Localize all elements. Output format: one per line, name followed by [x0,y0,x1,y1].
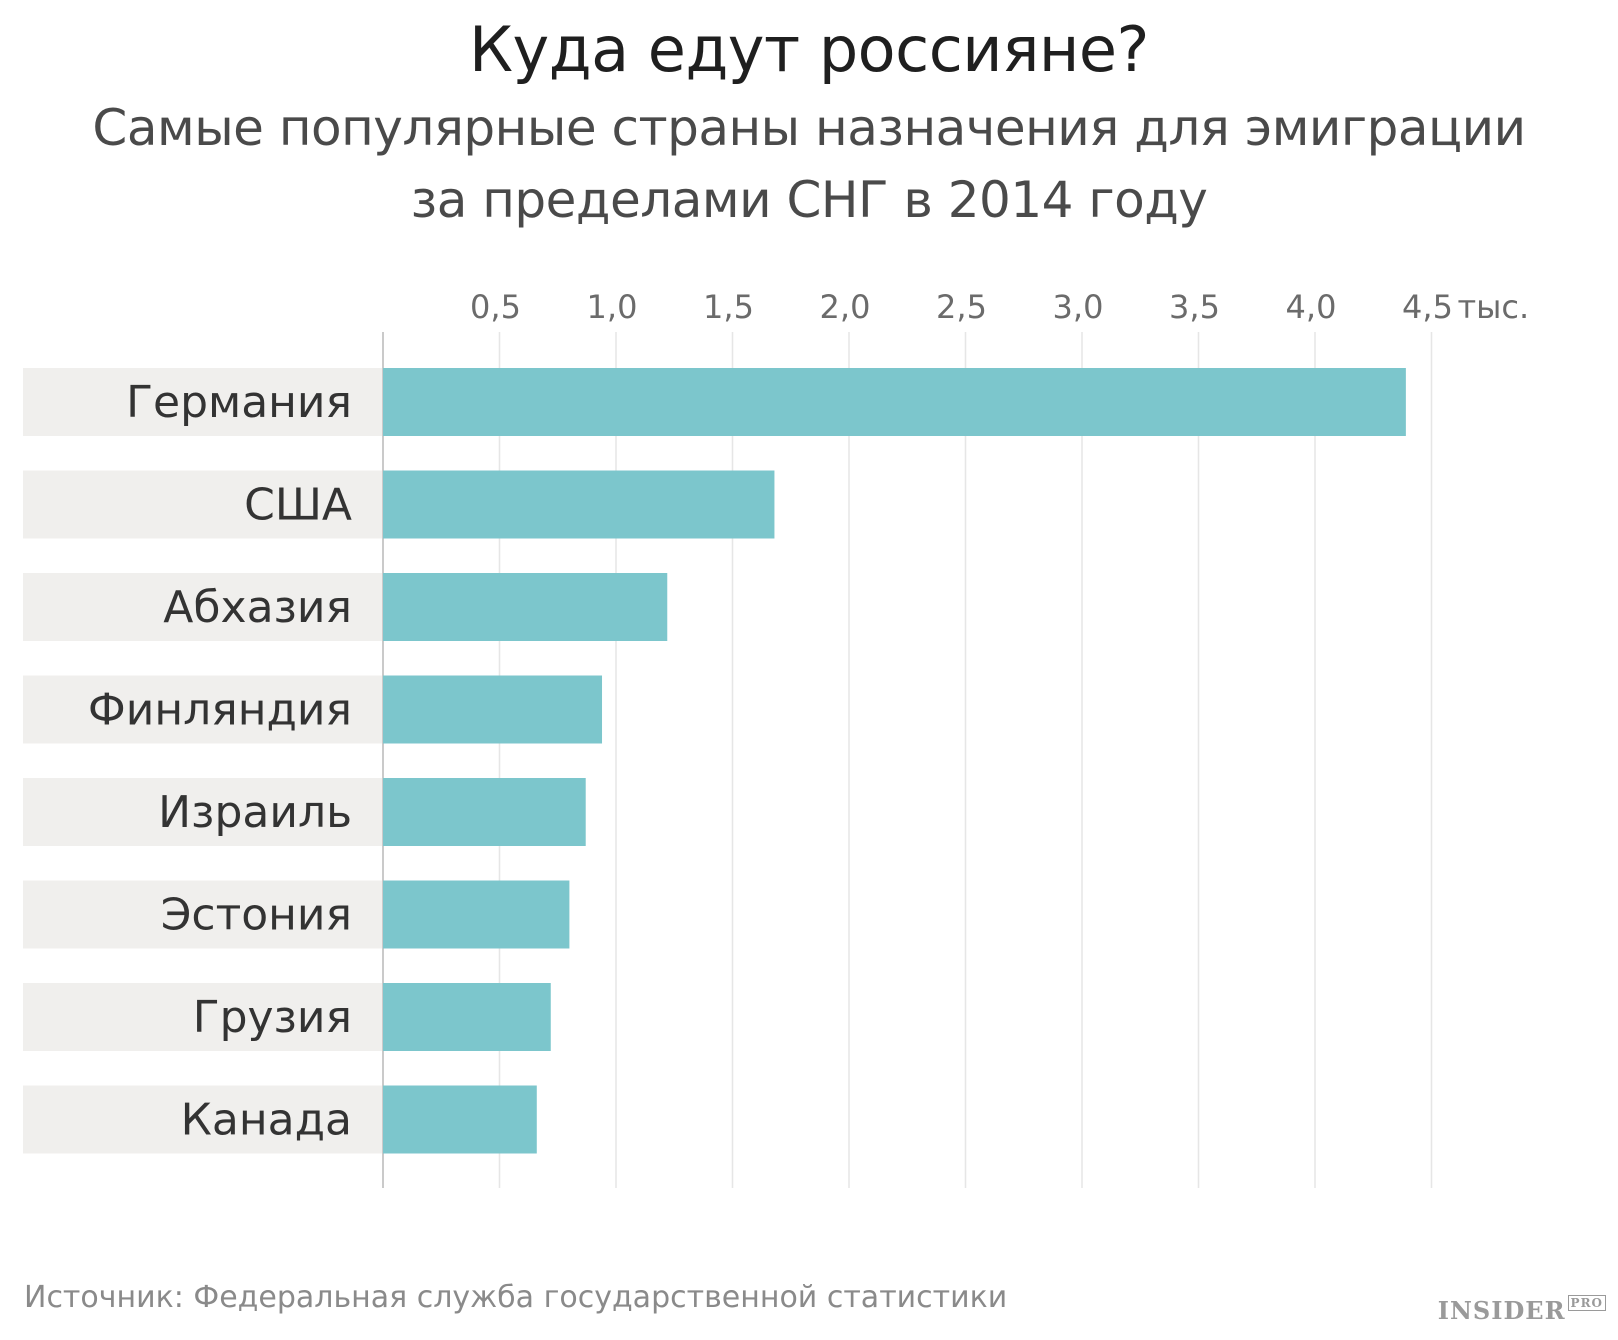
category-label-0: Германия [126,377,352,428]
bar-5 [383,880,570,949]
chart-subtitle-line-2: за пределами СНГ в 2014 году [410,171,1208,229]
brand-sup: PRO [1567,1295,1606,1311]
tick-label-6: 3,5 [1169,288,1220,326]
label-band-7 [23,1085,382,1154]
source-note: Источник: Федеральная служба государстве… [24,1280,1008,1315]
label-band-2 [23,573,382,641]
tick-label-7: 4,0 [1286,288,1337,326]
chart-subtitle-line-1: Самые популярные страны назначения для э… [92,99,1526,157]
bar-6 [383,983,551,1051]
label-band-4 [23,778,382,846]
tick-label-1: 1,0 [587,288,638,326]
x-unit-label: тыс. [1458,288,1530,326]
category-label-1: США [244,480,352,531]
category-label-3: Финляндия [88,685,352,736]
tick-label-8: 4,5 [1402,288,1453,326]
tick-label-0: 0,5 [470,288,521,326]
category-label-6: Грузия [193,992,352,1043]
bar-2 [383,573,668,641]
bar-3 [383,675,603,744]
bar-4 [383,778,586,846]
tick-label-3: 2,0 [820,288,871,326]
bar-7 [383,1085,537,1154]
label-band-3 [23,675,382,744]
category-label-4: Израиль [158,787,352,838]
tick-label-2: 1,5 [703,288,754,326]
brand-name: INSIDER [1437,1296,1566,1325]
brand-logo: INSIDER PRO [1437,1295,1606,1325]
tick-label-4: 2,5 [936,288,987,326]
label-band-5 [23,880,382,949]
label-band-6 [23,983,382,1051]
category-label-2: Абхазия [163,582,352,633]
label-band-1 [23,470,382,539]
category-label-5: Эстония [161,890,352,941]
category-label-7: Канада [181,1095,352,1146]
bar-1 [383,470,775,539]
tick-label-5: 3,0 [1053,288,1104,326]
label-band-0 [23,368,382,436]
bar-0 [383,368,1406,436]
chart-subtitle: Самые популярные страны назначения для э… [0,92,1618,236]
chart-title: Куда едут россияне? [469,13,1149,86]
bar-chart: Германия США Абхазия Финляндия Израиль Эстони… [23,288,1530,1188]
